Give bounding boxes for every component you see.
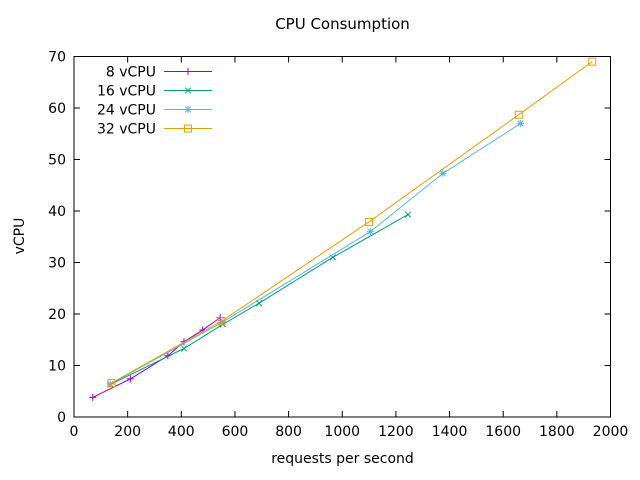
y-tick-label: 30 bbox=[48, 256, 66, 272]
legend-sample-marker bbox=[184, 106, 192, 113]
x-tick-label: 1400 bbox=[432, 424, 468, 440]
x-tick-label: 1800 bbox=[539, 424, 575, 440]
legend-label: 32 vCPU bbox=[97, 122, 156, 138]
series-line-32-vcpu bbox=[111, 61, 593, 384]
legend-label: 24 vCPU bbox=[97, 103, 156, 119]
legend-sample-marker bbox=[184, 87, 192, 94]
star-marker-24-vcpu bbox=[366, 228, 374, 236]
y-tick-label: 0 bbox=[57, 410, 66, 426]
x-tick-label: 200 bbox=[114, 424, 141, 440]
square-marker-32-vcpu bbox=[217, 317, 226, 326]
cross-marker-16-vcpu bbox=[180, 345, 188, 352]
chart-title: CPU Consumption bbox=[275, 15, 410, 33]
plus-marker-8-vcpu bbox=[89, 393, 97, 401]
series-line-8-vcpu bbox=[92, 317, 221, 398]
series-line-24-vcpu bbox=[109, 123, 521, 385]
cross-marker-16-vcpu bbox=[404, 211, 412, 218]
legend-label: 16 vCPU bbox=[97, 84, 156, 100]
x-tick-label: 1600 bbox=[485, 424, 521, 440]
series-line-16-vcpu bbox=[109, 214, 409, 386]
star-marker-24-vcpu bbox=[106, 380, 114, 388]
square-marker-32-vcpu bbox=[365, 217, 374, 226]
x-tick-label: 1000 bbox=[324, 424, 360, 440]
legend-sample-marker bbox=[184, 68, 192, 75]
y-tick-label: 10 bbox=[48, 359, 66, 375]
x-tick-label: 1200 bbox=[378, 424, 414, 440]
square-marker-32-vcpu bbox=[514, 110, 523, 119]
plus-marker-8-vcpu bbox=[126, 375, 134, 383]
y-tick-label: 20 bbox=[48, 307, 66, 323]
legend-label: 8 vCPU bbox=[106, 65, 156, 81]
x-tick-label: 2000 bbox=[593, 424, 629, 440]
y-axis-label: vCPU bbox=[12, 217, 28, 255]
square-marker-32-vcpu bbox=[588, 57, 597, 66]
x-tick-label: 400 bbox=[168, 424, 195, 440]
x-tick-label: 600 bbox=[222, 424, 249, 440]
star-marker-24-vcpu bbox=[517, 119, 525, 127]
star-marker-24-vcpu bbox=[439, 169, 447, 177]
y-tick-label: 50 bbox=[48, 153, 66, 169]
star-marker-24-vcpu bbox=[218, 319, 226, 327]
y-tick-label: 70 bbox=[48, 50, 66, 66]
y-tick-label: 40 bbox=[48, 204, 66, 220]
square-marker-32-vcpu bbox=[107, 379, 116, 388]
x-axis-label: requests per second bbox=[271, 451, 414, 467]
x-tick-label: 0 bbox=[70, 424, 79, 440]
x-tick-label: 800 bbox=[275, 424, 302, 440]
legend-sample-marker bbox=[184, 124, 192, 133]
y-tick-label: 60 bbox=[48, 101, 66, 117]
